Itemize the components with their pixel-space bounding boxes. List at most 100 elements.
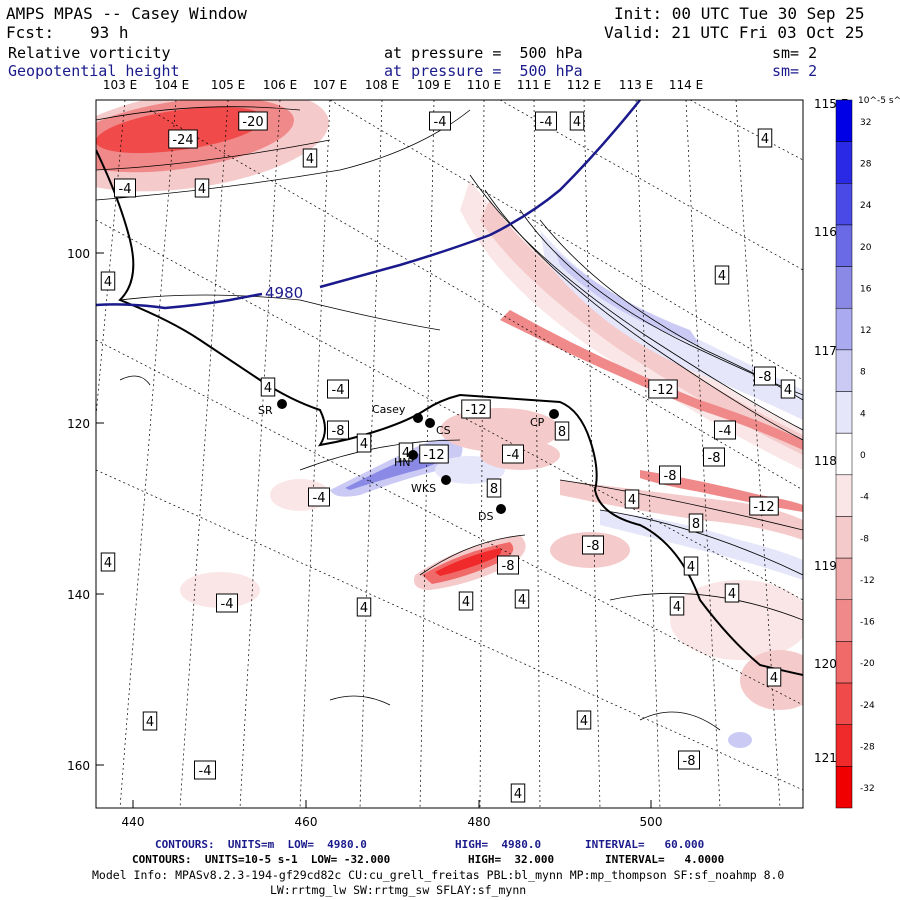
vorticity-value: -8 (502, 559, 515, 574)
label-frame (780, 379, 796, 399)
vorticity-label-box: -4 (114, 178, 136, 198)
x-tick-label: 480 (468, 815, 491, 829)
vorticity-label-box: -12 (419, 444, 449, 464)
vorticity-label-box: 4 (780, 379, 796, 399)
vorticity-label-box: 4 (576, 710, 592, 730)
vorticity-label-box: 4 (669, 596, 685, 616)
top-lon-label: 111 E (517, 78, 551, 92)
label-frame (688, 513, 704, 533)
vorticity-label-box: 4 (510, 783, 526, 803)
map-title: AMPS MPAS -- Casey Window (6, 4, 247, 23)
vorticity-label-box: -12 (648, 379, 678, 399)
colorbar-swatch (835, 391, 853, 434)
label-frame (142, 711, 158, 731)
label-frame (724, 583, 740, 603)
label-frame (703, 447, 725, 467)
vorticity-value: -12 (423, 448, 444, 463)
vorticity-value: 8 (692, 517, 700, 532)
top-lon-label: 106 E (263, 78, 297, 92)
plot-frame (95, 99, 804, 809)
colorbar-tick: 4 (860, 409, 866, 419)
station-wks: WKS (411, 475, 451, 495)
vorticity-value: -12 (753, 500, 774, 515)
vorticity-value: -8 (332, 424, 345, 439)
forecast-label: Fcst: (6, 23, 55, 42)
field1-name: Relative vorticity (8, 44, 171, 62)
vorticity-label-box: 4 (624, 489, 640, 509)
vorticity-value: -4 (332, 383, 345, 398)
station-dot (413, 413, 423, 423)
station-dot (496, 504, 506, 514)
colorbar-tick: -32 (860, 784, 875, 794)
top-lon-label: 109 E (417, 78, 451, 92)
colorbar-tick: 16 (860, 284, 872, 294)
colorbar-tick: -24 (860, 701, 875, 711)
colorbar-tick: 20 (860, 243, 872, 253)
vorticity-label-box: 8 (688, 513, 704, 533)
vorticity-label-box: 4 (757, 128, 773, 148)
vorticity-value: 4 (573, 115, 581, 130)
colorbar-swatch (835, 224, 853, 267)
vorticity-label-box: 4 (766, 667, 782, 687)
vorticity-value: 4 (687, 560, 695, 575)
label-frame (100, 271, 116, 291)
label-frame (302, 148, 318, 168)
vorticity-value: -4 (719, 424, 732, 439)
station-ds: DS (478, 504, 506, 523)
label-frame (260, 377, 276, 397)
y-tick-label: 140 (67, 588, 90, 602)
colorbar-tick: 0 (860, 451, 866, 461)
vorticity-value: 4 (264, 381, 272, 396)
vorticity-label-box: 4 (100, 552, 116, 572)
vorticity-contours (96, 106, 803, 731)
top-lon-label: 112 E (567, 78, 601, 92)
vorticity-value: -24 (172, 133, 193, 148)
vorticity-label-box: -4 (216, 593, 238, 613)
colorbar-swatch (835, 641, 853, 684)
valid-time: Valid: 21 UTC Fri 03 Oct 25 (604, 23, 865, 42)
label-frame (327, 420, 349, 440)
height-contour-label: 4980 (265, 284, 303, 302)
colorbar-swatch (835, 682, 853, 725)
label-frame (757, 128, 773, 148)
colorbar-tick: 28 (860, 159, 872, 169)
station-cs: CS (425, 418, 451, 437)
vorticity-label-box: 4 (514, 589, 530, 609)
colorbar-tick: 8 (860, 368, 866, 378)
vorticity-value: 8 (490, 482, 498, 497)
vorticity-label-box: 8 (486, 478, 502, 498)
x-tick-label: 460 (295, 815, 318, 829)
vorticity-labels: -24 -20 -4 -4 4 4 -4 4 4 4 4 4 -4 -8 4 -12 -12 -4 8 8 -8 -12 -… (100, 111, 796, 803)
field2-smoothing: sm= 2 (772, 62, 818, 80)
vorticity-label-box: 4 (714, 265, 730, 285)
colorbar-tick: -12 (860, 576, 875, 586)
station-name: CP (530, 416, 545, 429)
top-lon-label: 113 E (619, 78, 653, 92)
label-frame (308, 487, 330, 507)
colorbar-tick: -8 (860, 534, 869, 544)
vorticity-value: 4 (360, 437, 368, 452)
vorticity-value: -4 (540, 115, 553, 130)
colorbar-swatch (835, 183, 853, 226)
station-dot (408, 450, 418, 460)
vorticity-value: -4 (434, 115, 447, 130)
vorticity-value: 8 (558, 425, 566, 440)
vorticity-label-box: 8 (554, 421, 570, 441)
vorticity-value: 4 (673, 600, 681, 615)
label-frame (502, 444, 524, 464)
label-frame (327, 379, 349, 399)
vorticity-value: 4 (146, 715, 154, 730)
vorticity-label-box: 4 (724, 583, 740, 603)
station-dot (441, 475, 451, 485)
label-frame (766, 667, 782, 687)
top-lon-label: 114 E (669, 78, 703, 92)
label-frame (194, 760, 216, 780)
vorticity-label-box: -20 (238, 111, 268, 131)
colorbar-swatch (835, 766, 853, 809)
label-frame (582, 535, 604, 555)
vorticity-label-box: -12 (749, 496, 779, 516)
vorticity-value: -4 (199, 764, 212, 779)
footer-model-info: Model Info: MPASv8.2.3-194-gf29cd82c CU:… (92, 868, 785, 882)
vorticity-value: -8 (664, 469, 677, 484)
